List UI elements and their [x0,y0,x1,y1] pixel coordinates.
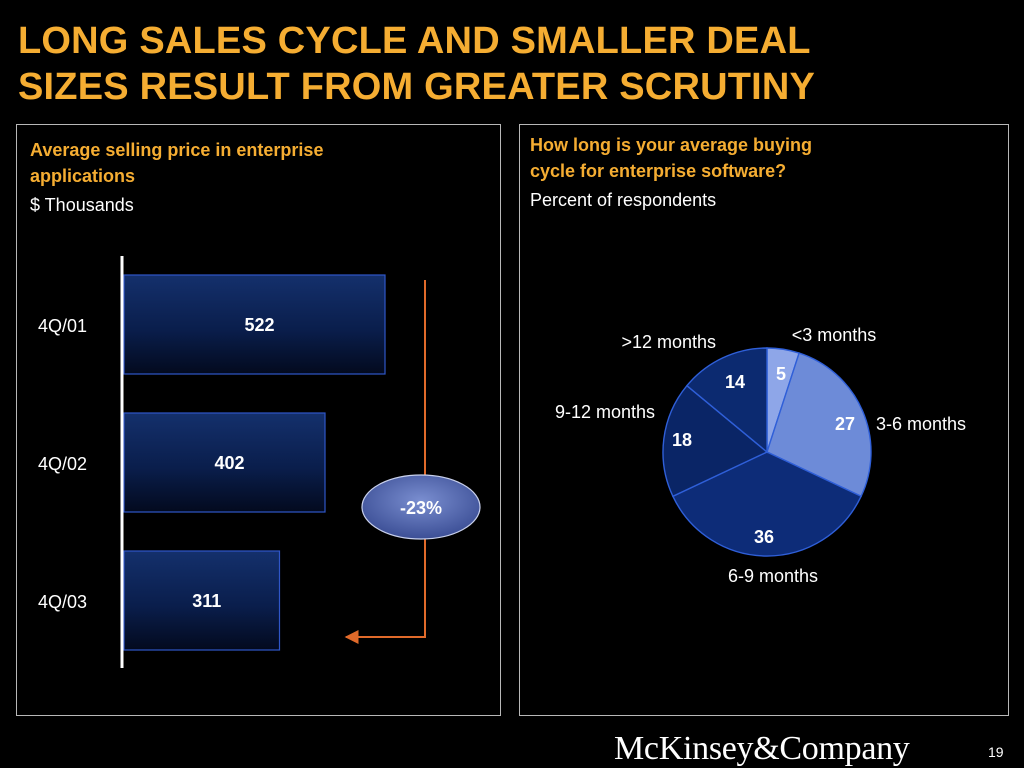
page-number: 19 [988,744,1004,760]
change-badge [361,474,481,540]
slide-title-line-1: LONG SALES CYCLE AND SMALLER DEAL [18,20,811,62]
bar-chart-title: Average selling price in enterprise appl… [30,137,323,189]
pie-chart-title: How long is your average buying cycle fo… [530,132,812,184]
pie-chart-title-line-2: cycle for enterprise software? [530,161,787,181]
category-label: 4Q/01 [38,316,87,336]
pie-chart-panel [519,124,1009,716]
pie-category-label: >12 months [621,332,716,352]
bar-chart-panel [16,124,501,716]
category-label: 4Q/03 [38,592,87,612]
bar-2 [123,412,326,513]
pie-value-label: 18 [672,430,692,450]
pie-value-label: 5 [776,364,786,384]
pie-category-label: 6-9 months [728,566,818,586]
pie-slice-2 [766,352,872,498]
pie-category-label: <3 months [792,325,877,345]
pie-slice-4 [662,384,769,498]
pie-chart-title-line-1: How long is your average buying [530,135,813,155]
bar-chart-unit: $ Thousands [30,195,134,215]
bar-chart-title-line-2: applications [30,166,136,186]
bar-3 [123,550,281,651]
bar-value-label: 402 [214,453,244,473]
change-arrow [344,280,426,644]
pie-value-label: 14 [725,372,745,392]
category-label: 4Q/02 [38,454,87,474]
pie-value-label: 36 [754,527,774,547]
pie-value-label: 27 [835,414,855,434]
bar-1 [123,274,386,375]
slide-title: LONG SALES CYCLE AND SMALLER DEAL SIZES … [18,18,1008,110]
pie-category-label: 3-6 months [876,414,966,434]
slide-title-line-2: SIZES RESULT FROM GREATER SCRUTINY [18,66,816,108]
change-badge-label: -23% [400,498,442,518]
bar-chart-title-line-1: Average selling price in enterprise [30,140,324,160]
pie-slice-3 [671,451,863,557]
bar-value-label: 311 [192,591,221,611]
pie-chart-unit: Percent of respondents [530,190,717,210]
pie-slice-5 [685,347,768,454]
pie-chart: 5 <3 months 27 3-6 months 36 6-9 months 18 9-12… [555,325,966,586]
bar-chart: 522 4Q/01 402 4Q/02 311 4Q/03 -23% [38,256,481,668]
pie-category-label: 9-12 months [555,402,655,422]
company-logo: McKinsey&Company [614,730,910,767]
bar-value-label: 522 [244,315,274,335]
